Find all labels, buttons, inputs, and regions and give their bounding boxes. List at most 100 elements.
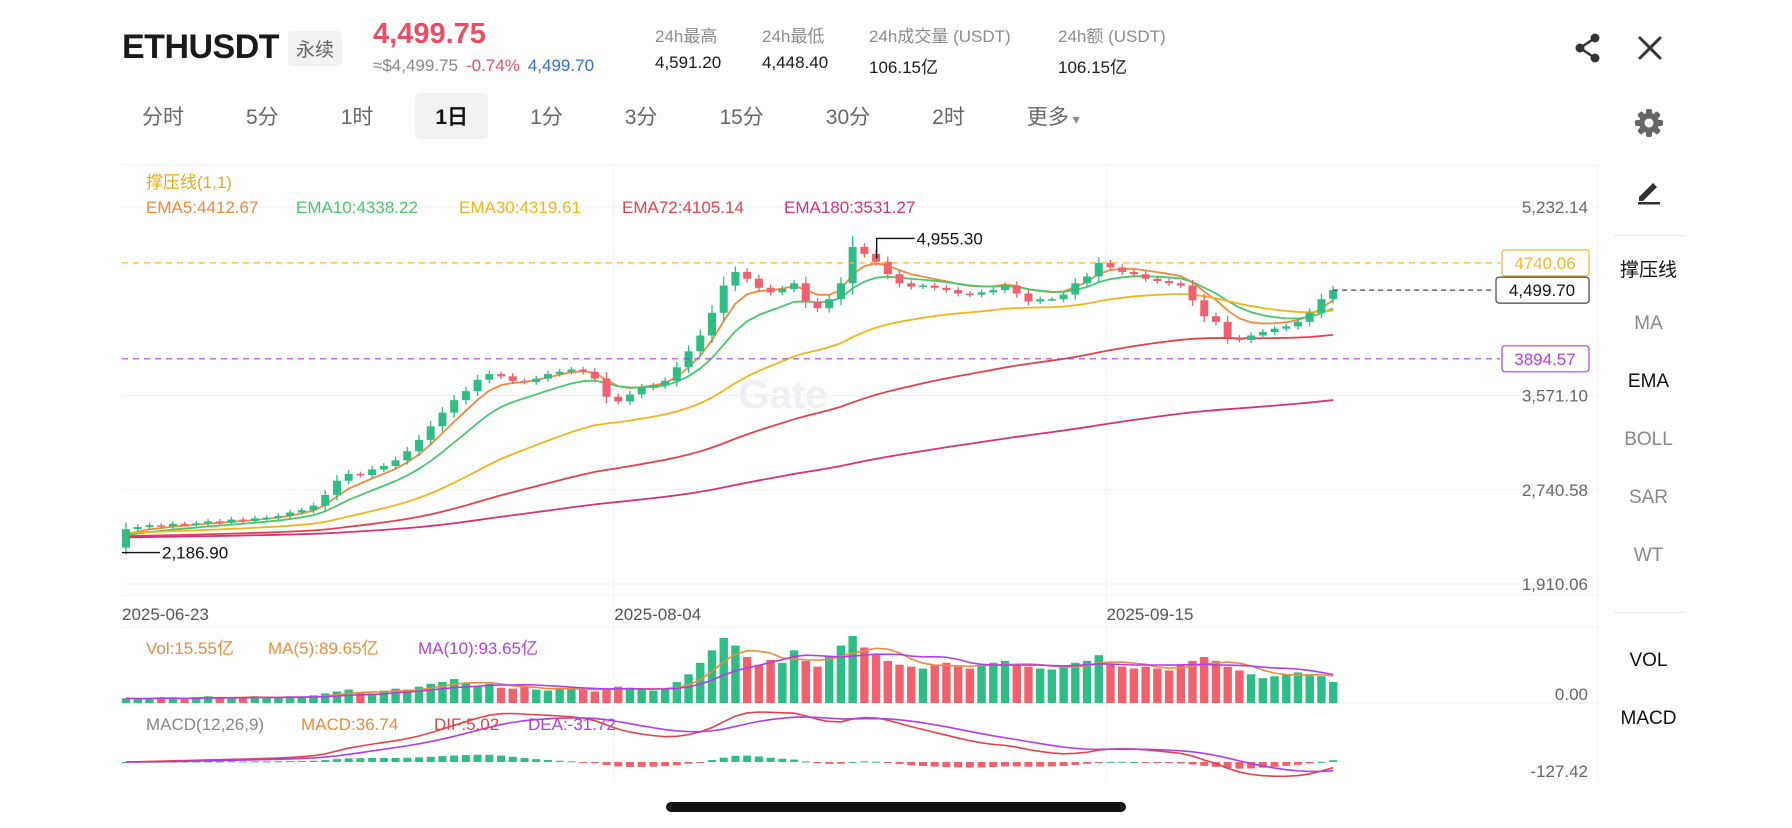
candle: [403, 446, 412, 465]
candle: [965, 291, 974, 297]
macd-bar: [1247, 762, 1256, 769]
candle: [649, 382, 658, 391]
candle: [614, 393, 623, 405]
volume-bar: [590, 691, 599, 703]
candle: [1176, 280, 1185, 289]
volume-bar: [754, 664, 764, 703]
candle: [672, 361, 681, 387]
volume-bar: [461, 682, 471, 703]
macd-bar: [708, 760, 716, 762]
macd-bar: [1305, 762, 1314, 764]
volume-bar: [649, 690, 658, 703]
volume-bar: [672, 681, 682, 703]
indicator-5[interactable]: WT: [1633, 545, 1664, 566]
volume-bar: [285, 696, 295, 703]
macd-bar: [907, 762, 916, 766]
volume-bar: [156, 697, 166, 703]
price-subline: ≈$4,499.75 -0.74% 4,499.70: [373, 56, 594, 76]
macd-bar: [1071, 762, 1080, 765]
macd-bar: [1153, 762, 1162, 763]
tab-9[interactable]: 更多: [1007, 93, 1100, 139]
macd-dea-line: [125, 716, 1334, 773]
candle: [543, 370, 552, 382]
macd-bar: [930, 762, 939, 767]
chart-settings-button[interactable]: [1633, 107, 1665, 139]
y-tick-label: 1,910.06: [1522, 575, 1588, 594]
candle: [344, 470, 353, 485]
tab-2[interactable]: 1时: [340, 106, 374, 129]
tab-8[interactable]: 2时: [932, 106, 965, 129]
candle: [743, 268, 752, 283]
macd-bar: [379, 757, 388, 762]
indicator-0[interactable]: 撑压线: [1619, 260, 1677, 281]
candle: [1059, 291, 1068, 303]
volume-bar: [297, 697, 306, 703]
volume-bar: [426, 683, 435, 703]
volume-bar: [1047, 669, 1057, 703]
volume-bar: [1106, 664, 1115, 703]
candle: [719, 276, 728, 322]
tab-0[interactable]: 分时: [142, 106, 184, 129]
macd-bar: [1270, 762, 1279, 767]
macd-bar: [1024, 762, 1033, 767]
share-button[interactable]: [1570, 30, 1606, 66]
candle: [1094, 257, 1103, 282]
volume-bar: [883, 660, 892, 703]
indicator-4[interactable]: SAR: [1628, 487, 1669, 508]
volume-bar: [438, 681, 447, 703]
macd-bar: [719, 757, 728, 762]
macd-bar: [1329, 760, 1338, 762]
stat-value: 106.15亿: [1058, 58, 1127, 77]
candle: [122, 522, 130, 555]
volume-bar: [1118, 666, 1127, 703]
volume-bar: [1129, 668, 1139, 703]
macd-bar: [532, 759, 541, 762]
sub-indicator-0[interactable]: VOL: [1629, 650, 1668, 671]
volume-ma10-line: [125, 653, 1334, 700]
candle: [637, 383, 646, 399]
macd-bar: [1282, 762, 1291, 766]
y-gridlines: [122, 206, 1598, 585]
macd-bar: [790, 759, 799, 762]
indicator-2[interactable]: EMA: [1627, 371, 1670, 392]
volume-bar: [602, 688, 611, 703]
tab-3[interactable]: 1日: [415, 93, 489, 139]
candle: [918, 283, 927, 290]
candle: [1247, 332, 1256, 344]
candle: [332, 475, 341, 501]
macd-bar: [754, 756, 763, 762]
y-tick-label: 5,232.14: [1522, 198, 1588, 217]
tab-1[interactable]: 5分: [246, 106, 279, 129]
volume-bar: [1035, 668, 1045, 703]
sub-indicator-1[interactable]: MACD: [1620, 708, 1677, 729]
price-chart[interactable]: Gate 4740.06 3894.57 4,499.70 4,955.30 2,18…: [0, 0, 1792, 790]
support-resistance-levels: 4740.06 3894.57 4,499.70: [122, 249, 1590, 373]
contract-type-badge: 永续: [288, 31, 343, 66]
tab-7[interactable]: 30分: [825, 106, 871, 129]
volume-bar: [1153, 668, 1162, 703]
macd-bar: [555, 760, 564, 762]
tab-4[interactable]: 1分: [530, 106, 563, 129]
candle: [954, 287, 963, 297]
macd-bar: [239, 761, 248, 763]
macd-bar: [1165, 762, 1174, 764]
last-price: 4,499.75: [373, 18, 486, 50]
macd-bar: [649, 762, 658, 767]
tab-5[interactable]: 3分: [624, 106, 658, 129]
indicator-1[interactable]: MA: [1634, 313, 1663, 334]
candle: [461, 386, 470, 405]
macd-bar: [1235, 762, 1244, 769]
macd-bar: [614, 762, 623, 767]
draw-tool-button[interactable]: [1600, 177, 1697, 211]
volume-bar: [1071, 662, 1080, 703]
candle: [145, 522, 154, 530]
volume-bar: [145, 698, 154, 703]
ema-lines: [125, 262, 1334, 539]
close-button[interactable]: [1632, 30, 1668, 66]
macd-bar: [590, 762, 599, 764]
macd-bar: [1223, 762, 1232, 769]
indicator-3[interactable]: BOLL: [1624, 429, 1673, 450]
macd-bar: [696, 762, 705, 763]
volume-bar: [930, 664, 939, 703]
tab-6[interactable]: 15分: [719, 106, 764, 129]
